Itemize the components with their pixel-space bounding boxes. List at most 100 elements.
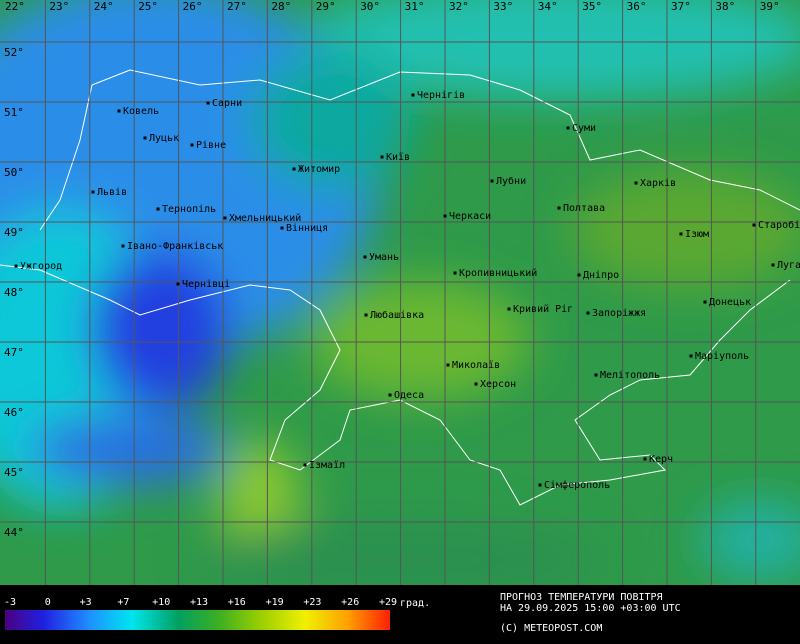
city-marker <box>594 373 598 377</box>
city-marker <box>446 363 450 367</box>
city-marker <box>507 307 511 311</box>
legend-label: +16 <box>228 597 246 608</box>
city-marker <box>364 313 368 317</box>
longitude-label: 39° <box>760 0 780 13</box>
city-label: Івано-Франківськ <box>127 240 223 252</box>
city-marker <box>363 255 367 259</box>
city-marker <box>190 143 194 147</box>
legend-label: 0 <box>45 597 51 608</box>
city-marker <box>206 101 210 105</box>
city-marker <box>292 167 296 171</box>
city-marker <box>380 155 384 159</box>
latitude-label: 44° <box>4 526 24 539</box>
city-label: Лубни <box>496 175 526 187</box>
city-marker <box>586 311 590 315</box>
longitude-label: 34° <box>538 0 558 13</box>
city-label: Ковель <box>123 106 159 117</box>
city-marker <box>577 273 581 277</box>
city-label: Кропивницький <box>459 267 537 279</box>
longitude-label: 33° <box>493 0 513 13</box>
city-label: Житомир <box>298 164 340 175</box>
city-marker <box>490 179 494 183</box>
city-marker <box>566 126 570 130</box>
city-label: Рівне <box>196 139 226 151</box>
city-label: Харків <box>640 177 676 189</box>
city-label: Кривий Ріг <box>513 303 573 315</box>
city-label: Тернопіль <box>162 203 216 215</box>
city-marker <box>388 393 392 397</box>
legend-label: +7 <box>117 597 129 608</box>
city-marker <box>474 382 478 386</box>
longitude-label: 26° <box>183 0 203 13</box>
legend-colorbar <box>5 610 390 630</box>
city-label: Старобільськ <box>758 219 800 231</box>
latitude-label: 46° <box>4 406 24 419</box>
city-marker <box>453 271 457 275</box>
footer-time: НА 29.09.2025 15:00 +03:00 UTC <box>500 603 681 614</box>
city-marker <box>752 223 756 227</box>
longitude-label: 37° <box>671 0 691 13</box>
city-label: Дніпро <box>583 269 619 281</box>
temperature-field: 22° 23° 24° 25° 26° 27° 28° 29° 30° 31° 32° 33° 34° 3… <box>0 0 800 585</box>
city-label: Хмельницький <box>229 212 301 224</box>
longitude-label: 29° <box>316 0 336 13</box>
longitude-label: 24° <box>94 0 114 13</box>
city-marker <box>703 300 707 304</box>
longitude-label: 23° <box>49 0 69 13</box>
city-marker <box>538 483 542 487</box>
city-label: Львів <box>97 186 127 198</box>
legend-unit: град. <box>400 598 430 609</box>
city-label: Ізмаїл <box>309 460 345 471</box>
latitude-label: 50° <box>4 166 24 179</box>
longitude-label: 30° <box>360 0 380 13</box>
legend-label: +26 <box>341 597 359 608</box>
longitude-label: 27° <box>227 0 247 13</box>
footer-title: ПРОГНОЗ ТЕМПЕРАТУРИ ПОВІТРЯ <box>500 592 663 603</box>
border <box>0 69 800 506</box>
city-label: Любашівка <box>370 309 424 321</box>
city-label: Суми <box>572 123 596 134</box>
city-marker <box>771 263 775 267</box>
city-label: Черкаси <box>449 211 491 222</box>
city-label: Чернігів <box>417 89 465 101</box>
latitude-label: 52° <box>4 46 24 59</box>
city-marker <box>443 214 447 218</box>
latitude-label: 47° <box>4 346 24 359</box>
legend-label: +29 <box>379 597 397 608</box>
city-label: Ізюм <box>685 229 709 240</box>
city-marker <box>121 244 125 248</box>
longitude-label: 36° <box>627 0 647 13</box>
city-marker <box>557 206 561 210</box>
latitude-label: 49° <box>4 226 24 239</box>
city-marker <box>156 207 160 211</box>
city-marker <box>303 463 307 467</box>
longitude-label: 35° <box>582 0 602 13</box>
footer-credit: (С) METEOPOST.COM <box>500 623 602 634</box>
latitude-label: 45° <box>4 466 24 479</box>
city-label: Запоріжжя <box>592 307 646 319</box>
city-marker <box>280 226 284 230</box>
city-label: Чернівці <box>182 278 230 290</box>
city-label: Київ <box>386 152 410 163</box>
city-label: Полтава <box>563 203 605 214</box>
city-label: Херсон <box>480 379 516 390</box>
city-marker <box>411 93 415 97</box>
longitude-label: 25° <box>138 0 158 13</box>
city-label: Луцьк <box>149 133 179 144</box>
legend-label: +10 <box>152 597 170 608</box>
longitude-label: 38° <box>715 0 735 13</box>
city-marker <box>679 232 683 236</box>
latitude-label: 51° <box>4 106 24 119</box>
legend-label: +3 <box>80 597 92 608</box>
latitude-label: 48° <box>4 286 24 299</box>
city-marker <box>14 264 18 268</box>
longitude-label: 32° <box>449 0 469 13</box>
city-marker <box>143 136 147 140</box>
city-label: Сімферополь <box>544 479 610 491</box>
longitude-label: 28° <box>271 0 291 13</box>
longitude-label: 31° <box>405 0 425 13</box>
city-label: Керч <box>649 454 673 465</box>
legend-label: +23 <box>303 597 321 608</box>
city-marker <box>643 457 647 461</box>
